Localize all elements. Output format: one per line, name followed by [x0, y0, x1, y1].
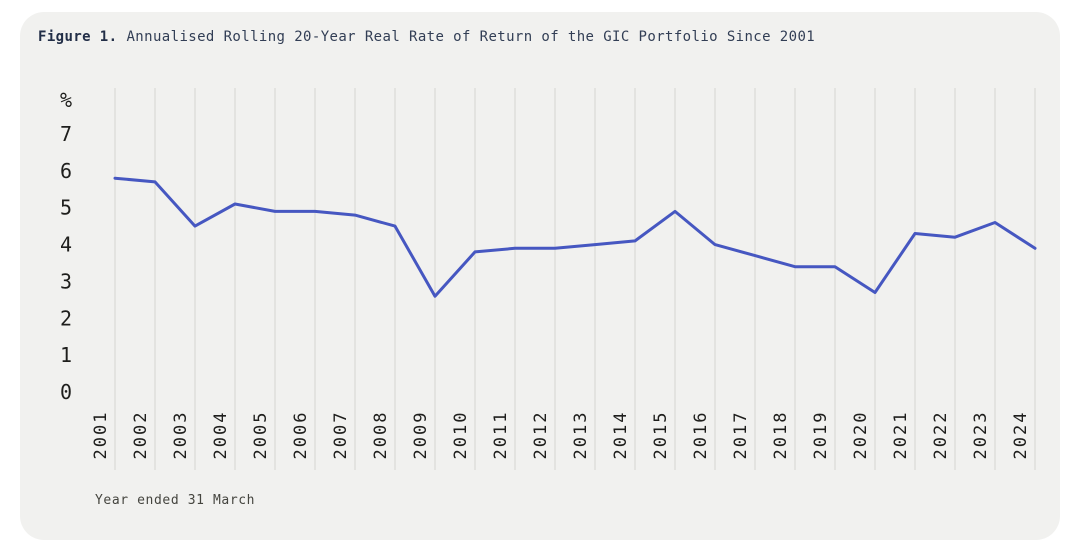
x-tick-label-2021: 2021: [891, 411, 911, 460]
x-tick-label-2016: 2016: [691, 411, 711, 460]
figure-title-text: Annualised Rolling 20-Year Real Rate of …: [126, 29, 816, 45]
x-tick-label-2012: 2012: [531, 411, 551, 460]
x-tick-label-2019: 2019: [811, 411, 831, 460]
y-axis-tick-labels: 0 1 2 3 4 5 6 7%: [60, 88, 72, 404]
y-tick-label-5: 5: [60, 196, 72, 220]
x-tick-label-2009: 2009: [411, 411, 431, 460]
y-tick-label-2: 2: [60, 306, 72, 330]
figure-number-label: Figure 1.: [38, 29, 118, 45]
x-tick-label-2008: 2008: [371, 411, 391, 460]
vertical-gridlines-group: [114, 88, 1036, 470]
y-tick-label-1: 1: [60, 343, 72, 367]
y-tick-label-3: 3: [60, 269, 72, 293]
x-tick-label-2004: 2004: [211, 411, 231, 460]
return-rate-line-series: [113, 176, 1037, 298]
x-tick-label-2001: 2001: [91, 411, 111, 460]
x-tick-label-2024: 2024: [1011, 411, 1031, 460]
x-tick-label-2011: 2011: [491, 411, 511, 460]
x-tick-label-2022: 2022: [931, 411, 951, 460]
x-tick-label-2003: 2003: [171, 411, 191, 460]
x-axis-footnote: Year ended 31 March: [95, 493, 256, 508]
y-tick-label-7: 7: [60, 122, 72, 146]
x-axis-year-labels: 2001 2002 2003 2004 2005 2006 2007 2008 2009 2010…: [91, 411, 1031, 460]
x-tick-label-2015: 2015: [651, 411, 671, 460]
x-tick-label-2023: 2023: [971, 411, 991, 460]
x-tick-label-2007: 2007: [331, 411, 351, 460]
x-tick-label-2017: 2017: [731, 411, 751, 460]
x-tick-label-2018: 2018: [771, 411, 791, 460]
x-tick-label-2020: 2020: [851, 411, 871, 460]
figure-title: Figure 1. Annualised Rolling 20-Year Real…: [38, 29, 815, 45]
x-tick-label-2006: 2006: [291, 411, 311, 460]
y-tick-label-0: 0: [60, 380, 72, 404]
x-tick-label-2013: 2013: [571, 411, 591, 460]
x-tick-label-2002: 2002: [131, 411, 151, 460]
y-tick-label-6: 6: [60, 159, 72, 183]
figure-card: Figure 1. Annualised Rolling 20-Year Real…: [20, 12, 1060, 540]
y-tick-label-4: 4: [60, 233, 72, 257]
x-tick-label-2014: 2014: [611, 411, 631, 460]
y-axis-unit-label: %: [60, 88, 72, 112]
x-tick-label-2005: 2005: [251, 411, 271, 460]
x-tick-label-2010: 2010: [451, 411, 471, 460]
